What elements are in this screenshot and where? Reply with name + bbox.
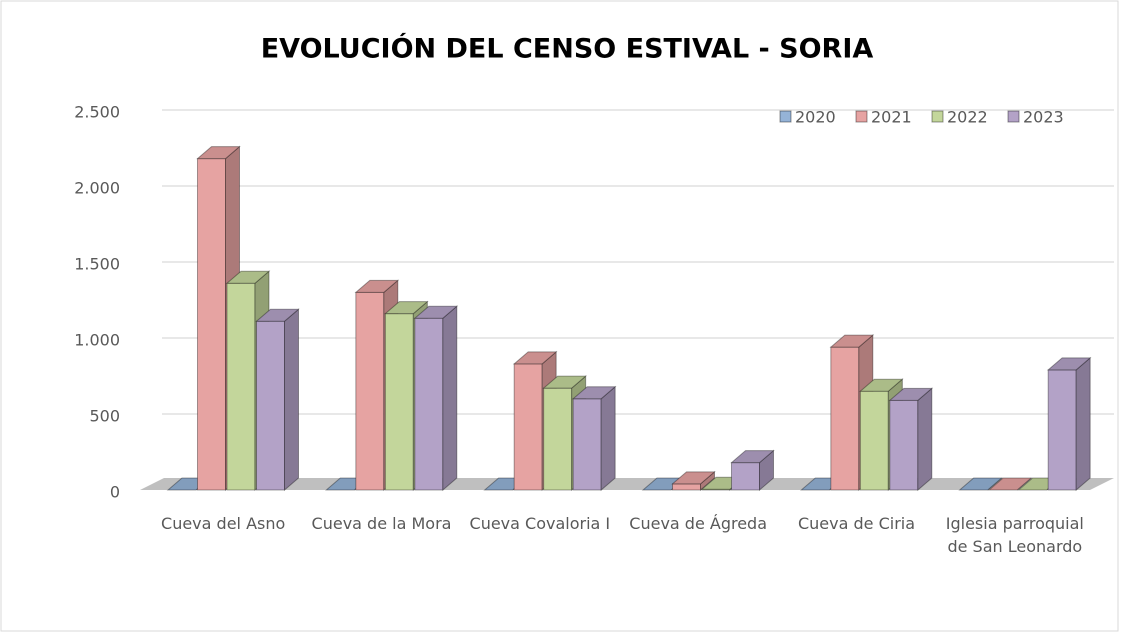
legend-swatch [855,110,868,123]
bar-side-shade [1076,357,1091,490]
bar-top [671,471,716,485]
bar [571,385,617,492]
bar-front [414,317,444,491]
bar-top-shade [959,478,1002,490]
bar-top [512,351,558,365]
bar-top-shade [860,379,903,392]
legend-swatch [779,110,792,123]
bar-top [196,146,241,160]
bar-top-shade [256,309,299,322]
bar [730,449,775,492]
bar [1046,356,1092,492]
bar-top [571,386,617,400]
bar [888,387,934,492]
bar-top-shade [197,146,240,159]
bar-front [384,313,414,491]
bar-side [284,308,299,492]
bar-side-shade [917,388,932,490]
legend-label: 2022 [947,108,988,127]
bar-front [513,363,543,491]
bar-side [442,305,458,492]
bar-front [731,462,760,491]
bar-top [1046,357,1092,371]
bar-top-shade [731,450,774,463]
bar-front [256,320,285,491]
y-tick-label: 2.500 [74,103,120,122]
y-tick-label: 1.000 [74,331,120,350]
bar-top [987,477,1033,491]
frame [0,0,1119,632]
y-tick-label: 1.500 [74,255,120,274]
bar-top [888,387,934,401]
bar-top-shade [1048,357,1091,370]
y-tick-label: 2.000 [74,179,120,198]
bar [987,477,1033,491]
bar-front [889,399,919,491]
bar-top-shade [514,351,557,364]
bar-front [543,387,573,491]
bar-front [572,398,602,491]
bar-front [226,282,256,491]
bar-top-shade [414,306,457,319]
bar-top-shade [227,271,269,284]
x-tick-label: Cueva del Asno [161,514,286,533]
chart-title: EVOLUCIÓN DEL CENSO ESTIVAL - SORIA [261,33,874,65]
x-tick-label: Iglesia parroquial de San Leonardo [945,514,1084,556]
bar-side-shade [601,386,616,490]
bar-top-shade [573,386,616,399]
bar-top-shade [355,280,398,293]
bar-top [958,477,1004,491]
bar-front [197,158,226,491]
bar [255,308,300,492]
bar-top [413,305,459,319]
legend-label: 2020 [795,108,836,127]
y-tick-label: 0 [110,483,120,502]
bar [958,477,1004,491]
x-tick-label: Cueva de Ciria [797,514,916,533]
bar-side-shade [759,450,774,490]
legend-swatch [1007,110,1020,123]
bar-side [1075,356,1091,492]
x-tick-label: Cueva Covaloria I [469,514,611,533]
bar-top [225,270,271,284]
bar-top [354,279,400,293]
y-tick-label: 500 [89,407,120,426]
x-tick-label: Cueva de la Mora [311,514,452,533]
bar-top-shade [672,471,715,484]
bar-front [672,483,701,491]
bar-side-shade [700,471,715,490]
legend-swatch [931,110,944,123]
bar-top [730,450,775,464]
bar-top [542,375,588,389]
bar-top-shade [543,376,586,389]
bar-front [830,346,860,491]
bar [671,470,716,492]
bar-front [1047,369,1077,491]
bar-top [383,301,429,315]
bar-side-shade [284,309,299,490]
bar-top-shade [889,388,932,401]
bar-top-shade [989,478,1032,490]
legend-label: 2021 [871,108,912,127]
bar-front [859,390,889,491]
bar-side-shade [442,306,457,490]
legend-label: 2023 [1023,108,1064,127]
bar [413,305,459,492]
bar-top [858,378,904,392]
bar-top [255,308,300,322]
bar-top [829,334,875,348]
x-tick-label: Cueva de Ágreda [629,514,768,533]
bar-top-shade [385,301,428,314]
bar-top-shade [830,335,873,348]
bar-front [355,291,385,491]
